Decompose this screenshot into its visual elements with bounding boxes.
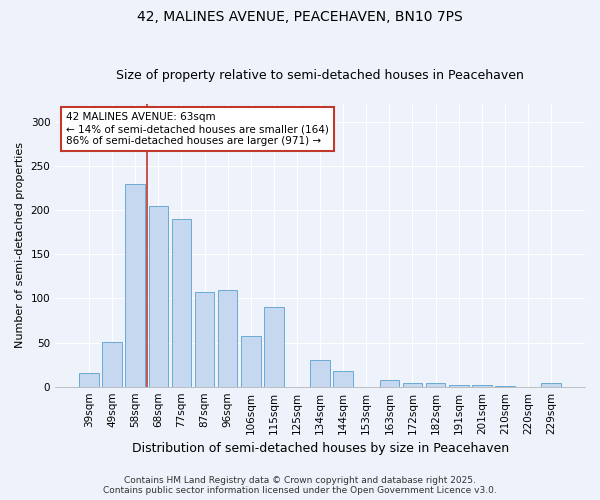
Bar <box>334 371 353 386</box>
Bar <box>541 383 561 386</box>
X-axis label: Distribution of semi-detached houses by size in Peacehaven: Distribution of semi-detached houses by … <box>131 442 509 455</box>
Bar <box>125 184 145 386</box>
Bar <box>79 374 99 386</box>
Bar <box>218 290 238 386</box>
Bar <box>172 219 191 386</box>
Text: 42 MALINES AVENUE: 63sqm
← 14% of semi-detached houses are smaller (164)
86% of : 42 MALINES AVENUE: 63sqm ← 14% of semi-d… <box>66 112 329 146</box>
Bar <box>426 383 445 386</box>
Bar <box>472 385 491 386</box>
Bar <box>241 336 260 386</box>
Bar <box>195 292 214 386</box>
Text: Contains HM Land Registry data © Crown copyright and database right 2025.
Contai: Contains HM Land Registry data © Crown c… <box>103 476 497 495</box>
Text: 42, MALINES AVENUE, PEACEHAVEN, BN10 7PS: 42, MALINES AVENUE, PEACEHAVEN, BN10 7PS <box>137 10 463 24</box>
Bar <box>310 360 330 386</box>
Bar <box>149 206 168 386</box>
Bar <box>449 385 469 386</box>
Bar <box>264 307 284 386</box>
Bar <box>103 342 122 386</box>
Title: Size of property relative to semi-detached houses in Peacehaven: Size of property relative to semi-detach… <box>116 69 524 82</box>
Bar <box>403 383 422 386</box>
Y-axis label: Number of semi-detached properties: Number of semi-detached properties <box>15 142 25 348</box>
Bar <box>380 380 399 386</box>
